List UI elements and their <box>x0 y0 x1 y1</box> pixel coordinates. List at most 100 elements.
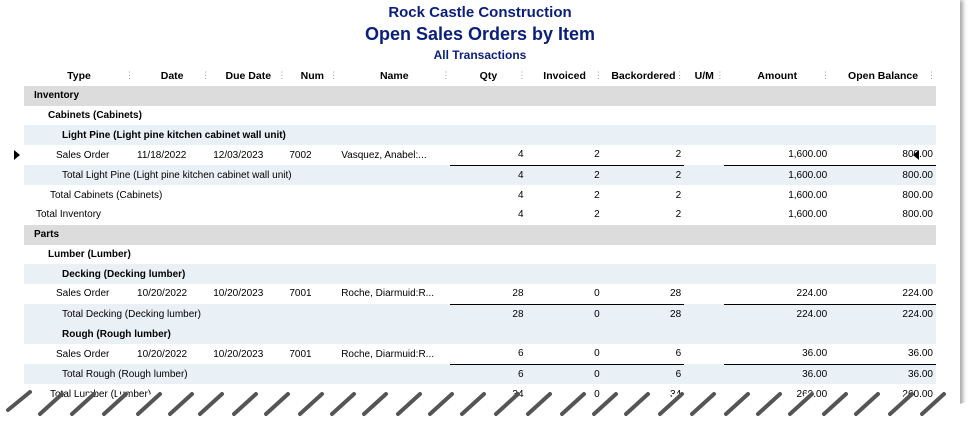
num-cell: 7002 <box>289 149 312 161</box>
qty-cell: 6 <box>450 343 527 365</box>
type-cell: Sales Order <box>56 288 110 300</box>
total-open-balance-cell: 800.00 <box>830 165 936 186</box>
um-cell <box>684 165 725 186</box>
backordered-cell: 6 <box>602 343 685 365</box>
column-resize-handle[interactable]: ⋮ <box>441 70 451 80</box>
backordered-cell: 2 <box>602 145 685 166</box>
qty-cell: 4 <box>450 145 527 166</box>
total-label: Total Cabinets (Cabinets) <box>50 189 163 201</box>
company-name: Rock Castle Construction <box>388 4 572 21</box>
row-pointer-left-icon <box>14 150 20 160</box>
group-header-row[interactable]: Inventory <box>24 86 936 106</box>
total-amount-cell: 1,600.00 <box>788 189 828 201</box>
backordered-cell: 28 <box>602 283 685 305</box>
total-qty-cell: 6 <box>450 364 527 385</box>
total-invoiced-cell: 0 <box>526 304 603 325</box>
column-resize-handle[interactable]: ⋮ <box>517 70 527 80</box>
group-label: Light Pine (Light pine kitchen cabinet w… <box>24 125 936 146</box>
col-open-balance[interactable]: Open Balance ⋮ <box>848 70 936 82</box>
col-qty[interactable]: Qty ⋮ <box>479 70 527 82</box>
transaction-row[interactable]: Sales Order 10/20/2022 10/20/2023 7001 Roche… <box>24 343 936 365</box>
name-cell: Roche, Diarmuid:R... <box>341 288 435 300</box>
report-table: Type ⋮ Date ⋮ Due Date ⋮ Num ⋮ Name ⋮ Qty ⋮ In… <box>24 66 936 404</box>
column-resize-handle[interactable]: ⋮ <box>821 70 831 80</box>
report-title: Open Sales Orders by Item <box>364 24 596 44</box>
col-backordered[interactable]: Backordered ⋮ <box>611 70 685 82</box>
total-backordered-cell: 2 <box>602 165 685 186</box>
total-label: Total Decking (Decking lumber) <box>24 304 451 325</box>
total-label: Total Inventory <box>36 209 102 221</box>
total-invoiced-cell: 0 <box>526 364 603 385</box>
transaction-row[interactable]: Sales Order 11/18/2022 12/03/2023 7002 Vasqu… <box>24 145 936 166</box>
due-date-cell: 10/20/2023 <box>213 348 264 360</box>
open-balance-cell: 36.00 <box>830 343 936 365</box>
column-resize-handle[interactable]: ⋮ <box>125 70 135 80</box>
total-label: Total Lumber (Lumber) <box>50 388 152 400</box>
total-qty-cell: 4 <box>517 189 524 201</box>
total-amount-cell: 36.00 <box>724 364 831 385</box>
col-name[interactable]: Name ⋮ <box>379 70 451 82</box>
col-type[interactable]: Type ⋮ <box>67 70 135 82</box>
total-invoiced-cell: 2 <box>526 165 603 186</box>
total-qty-cell: 4 <box>517 209 524 221</box>
name-cell: Vasquez, Anabel:... <box>341 149 427 161</box>
column-resize-handle[interactable]: ⋮ <box>593 70 603 80</box>
col-um[interactable]: U/M ⋮ <box>694 70 725 82</box>
col-amount[interactable]: Amount ⋮ <box>757 70 831 82</box>
subgroup-header-row[interactable]: Light Pine (Light pine kitchen cabinet w… <box>24 125 936 146</box>
group-label: Lumber (Lumber) <box>48 248 131 260</box>
qty-cell: 28 <box>450 283 527 305</box>
invoiced-cell: 0 <box>526 343 603 365</box>
group-header-row[interactable]: Parts <box>24 224 936 245</box>
amount-cell: 1,600.00 <box>724 145 831 166</box>
subgroup-header-row[interactable]: Rough (Rough lumber) <box>24 324 936 344</box>
um-cell <box>684 364 725 385</box>
invoiced-cell: 2 <box>526 145 603 166</box>
subgroup-header-row[interactable]: Decking (Decking lumber) <box>24 264 936 284</box>
col-due-date[interactable]: Due Date ⋮ <box>225 70 287 82</box>
total-open-balance-cell: 36.00 <box>830 364 936 385</box>
total-row[interactable]: Total Light Pine (Light pine kitchen cab… <box>24 165 936 186</box>
col-num[interactable]: Num ⋮ <box>300 70 339 82</box>
amount-cell: 36.00 <box>724 343 831 365</box>
type-cell: Sales Order <box>56 149 110 161</box>
total-row[interactable]: Total Cabinets (Cabinets) 4 2 2 1,600.00 800.… <box>24 185 936 205</box>
column-resize-handle[interactable]: ⋮ <box>715 70 725 80</box>
total-backordered-cell: 2 <box>675 189 682 201</box>
open-balance-cell: 224.00 <box>830 283 936 305</box>
report-body: Inventory Cabinets (Cabinets) Light Pine (… <box>24 86 936 404</box>
total-open-balance-cell: 260.00 <box>902 388 933 400</box>
column-resize-handle[interactable]: ⋮ <box>329 70 339 80</box>
total-row[interactable]: Total Decking (Decking lumber) 28 0 28 224.0… <box>24 304 936 325</box>
total-amount-cell: 1,600.00 <box>724 165 831 186</box>
column-resize-handle[interactable]: ⋮ <box>201 70 211 80</box>
um-cell <box>684 304 725 325</box>
group-label: Inventory <box>24 86 936 106</box>
subgroup-header-row[interactable]: Lumber (Lumber) <box>24 245 936 265</box>
total-invoiced-cell: 2 <box>594 209 600 221</box>
column-header-row: Type ⋮ Date ⋮ Due Date ⋮ Num ⋮ Name ⋮ Qty ⋮ In… <box>24 66 936 86</box>
col-invoiced[interactable]: Invoiced ⋮ <box>543 70 603 82</box>
torn-edge-graphic <box>0 390 975 429</box>
column-resize-handle[interactable]: ⋮ <box>675 70 685 80</box>
transaction-row[interactable]: Sales Order 10/20/2022 10/20/2023 7001 Roche… <box>24 283 936 305</box>
total-open-balance-cell: 800.00 <box>902 209 933 221</box>
subgroup-header-row[interactable]: Cabinets (Cabinets) <box>24 106 936 126</box>
name-cell: Roche, Diarmuid:R... <box>341 348 435 360</box>
date-cell: 10/20/2022 <box>137 348 188 360</box>
total-amount-cell: 224.00 <box>724 304 831 325</box>
column-resize-handle[interactable]: ⋮ <box>277 70 287 80</box>
total-backordered-cell: 28 <box>602 304 685 325</box>
group-label: Cabinets (Cabinets) <box>48 110 142 122</box>
um-cell <box>684 145 724 165</box>
total-row[interactable]: Total Inventory 4 2 2 1,600.00 800.00 <box>24 205 936 225</box>
col-date[interactable]: Date ⋮ <box>160 70 211 82</box>
group-label: Rough (Rough lumber) <box>24 324 936 344</box>
group-label: Decking (Decking lumber) <box>24 264 936 284</box>
group-label: Parts <box>24 224 936 245</box>
total-row[interactable]: Total Rough (Rough lumber) 6 0 6 36.00 36.00 <box>24 364 936 385</box>
um-cell <box>684 284 724 304</box>
column-resize-handle[interactable]: ⋮ <box>927 70 936 80</box>
um-cell <box>684 344 724 364</box>
